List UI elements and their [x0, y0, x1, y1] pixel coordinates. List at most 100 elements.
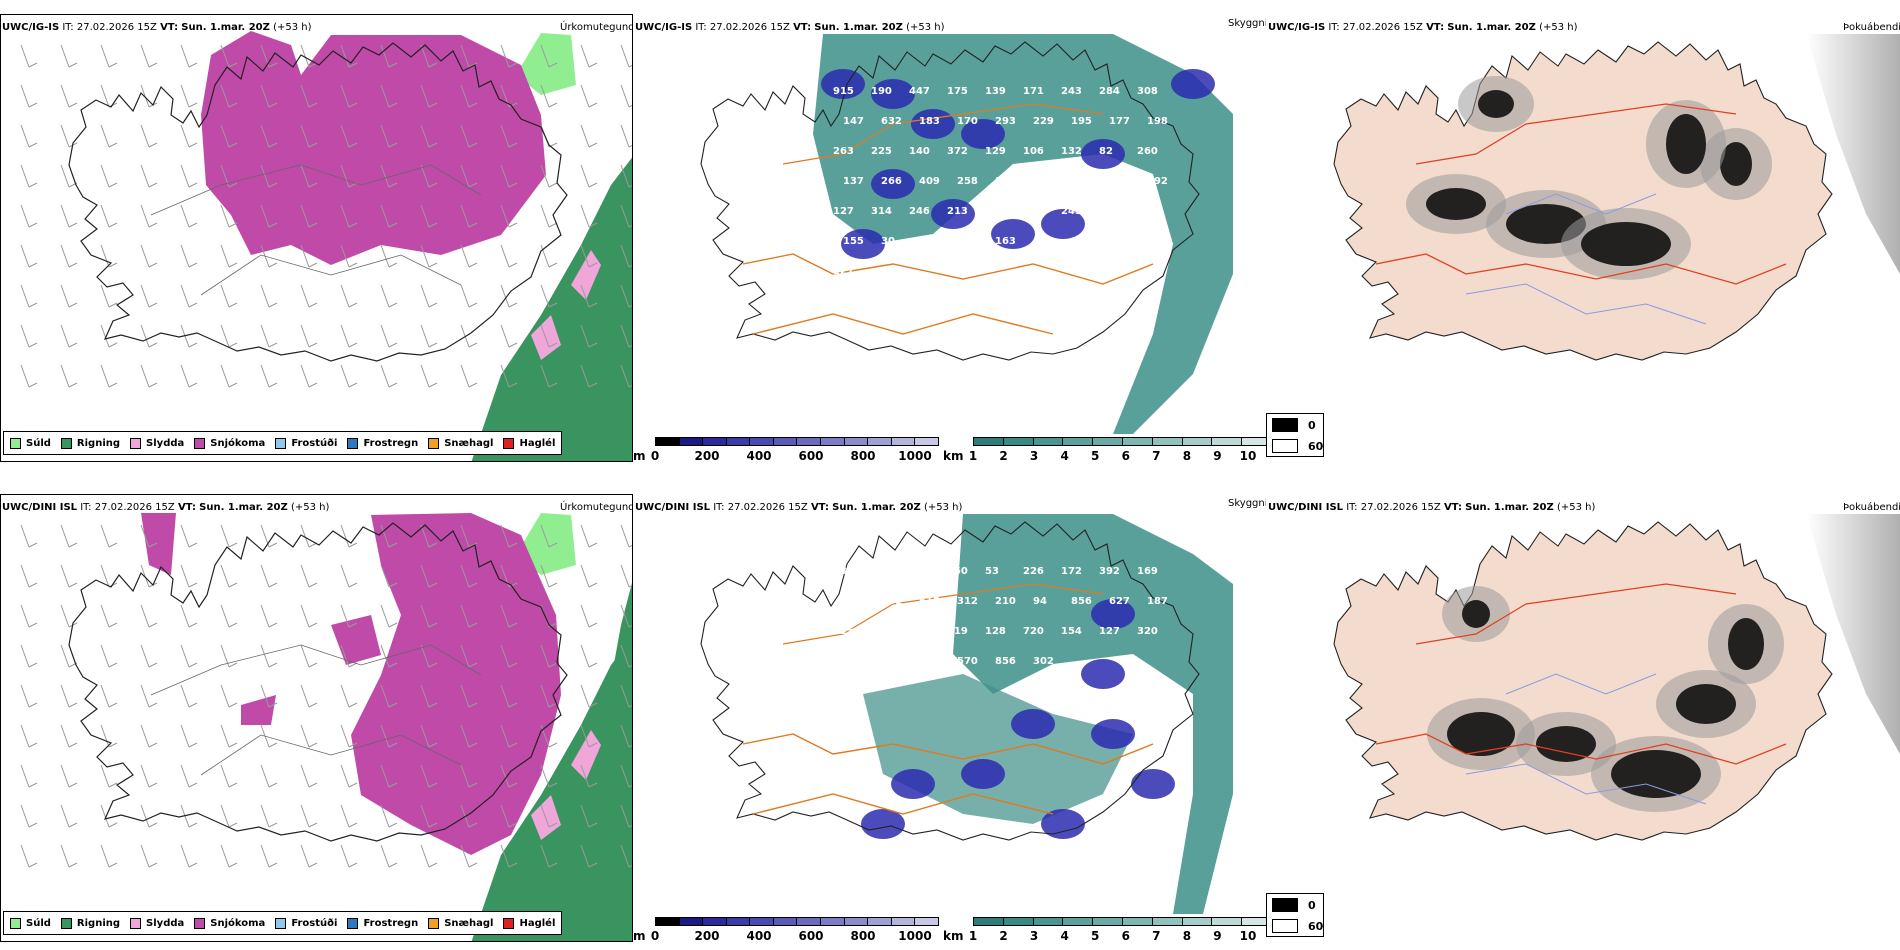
cloud-base-label: 226 — [1023, 566, 1044, 577]
colorbar-tick-label: 800 — [850, 929, 876, 943]
legend-label: Rigning — [76, 917, 121, 929]
cloud-base-label: 632 — [881, 116, 902, 127]
cloud-base-label: 368 — [871, 626, 892, 637]
precip-legend-item: Frostregn — [347, 917, 419, 929]
cloud-base-label: 250 — [947, 566, 968, 577]
cloud-base-label: 174 — [1023, 206, 1044, 217]
cloud-base-label: 320 — [1137, 626, 1158, 637]
colorbar-segments — [655, 437, 939, 446]
cloud-base-label: 137 — [843, 176, 864, 187]
colorbar-swatch — [656, 918, 680, 925]
colorbar-swatch — [656, 438, 680, 445]
legend-label: Frostregn — [363, 917, 419, 929]
cloud-base-label: 181 — [881, 596, 902, 607]
cloud-base-label: 210 — [995, 596, 1016, 607]
legend-label: Frostregn — [363, 437, 419, 449]
cloud-title-row2: Skyggni — [1228, 498, 1268, 509]
cloud-base-label: 101 — [843, 596, 864, 607]
cloud-base-label: 263 — [833, 146, 854, 157]
colorbar-unit: km — [943, 929, 964, 943]
sun-legend-row: 60 — [1272, 439, 1323, 453]
fog-map-row2 — [1266, 494, 1900, 942]
cloud-base-label: 177 — [1109, 116, 1130, 127]
colorbar-segments — [655, 917, 939, 926]
legend-label: Súld — [26, 917, 51, 929]
colorbar-tick-label: 9 — [1213, 449, 1222, 463]
legend-swatch-icon — [60, 437, 72, 449]
precip-legend-item: Snjókoma — [194, 917, 265, 929]
fog-title-row1: Þokuábendi — [1843, 22, 1900, 33]
cloud-base-label: 175 — [947, 86, 968, 97]
precip-legend-item: Snæhagl — [428, 917, 493, 929]
precip-legend-item: Súld — [10, 437, 51, 449]
colorbar-tick-label: 6 — [1121, 449, 1130, 463]
fog-title-row2: Þokuábendi — [1843, 502, 1900, 513]
colorbar-swatch — [726, 918, 751, 925]
colorbar-swatch — [821, 438, 845, 445]
header-row2-fog: UWC/DINI ISL IT: 27.02.2026 15Z VT: Sun.… — [1268, 502, 1596, 513]
sun-legend-swatch-icon — [1272, 418, 1298, 432]
legend-label: Rigning — [76, 437, 121, 449]
colorbar-tick-label: 8 — [1182, 929, 1192, 943]
sun-legend-row: 60 — [1272, 919, 1323, 933]
cloud-base-label: 185 — [1099, 206, 1120, 217]
precip-map-row1 — [1, 15, 632, 461]
colorbar-swatch — [1182, 438, 1213, 445]
colorbar-swatch — [891, 438, 916, 445]
cloud-base-label: 127 — [1099, 626, 1120, 637]
cloud-base-label: 53 — [985, 566, 999, 577]
precip-legend-item: Snæhagl — [428, 437, 493, 449]
cloud-base-label: 127 — [833, 206, 854, 217]
colorbar-swatch — [726, 438, 751, 445]
cloud-base-label: 251 — [1109, 176, 1130, 187]
cloud-base-label: 293 — [995, 116, 1016, 127]
cloud-base-label: 156 — [1033, 236, 1054, 247]
sun-legend-label: 0 — [1308, 418, 1316, 432]
colorbar-tick-label: 2 — [999, 929, 1008, 943]
colorbar-swatch — [1182, 918, 1213, 925]
cloud-base-label: 106 — [1023, 146, 1044, 157]
colorbar-swatch — [844, 918, 869, 925]
cloud-base-label: 447 — [909, 86, 930, 97]
cloud-base-label: 216 — [909, 566, 930, 577]
precip-legend-item: Haglél — [503, 437, 555, 449]
cloud-base-label: 169 — [1137, 566, 1158, 577]
cloud-panel-row1: 915 190 447 175 139 171 243 284 308 147 632 183 170 2… — [633, 14, 1265, 462]
cloud-base-colorbar-row2: m 0 200 400 600 800 1000 — [633, 917, 939, 947]
colorbar-swatch — [915, 438, 938, 445]
cloud-base-label: 171 — [1023, 86, 1044, 97]
colorbar-swatch — [915, 918, 938, 925]
sun-legend-swatch-icon — [1272, 898, 1298, 912]
legend-swatch-icon — [503, 917, 515, 929]
colorbar-swatch — [1242, 438, 1271, 445]
legend-swatch-icon — [428, 917, 440, 929]
legend-swatch-icon — [10, 917, 21, 929]
sun-legend-label: 0 — [1308, 898, 1316, 912]
legend-swatch-icon — [10, 437, 21, 449]
cloud-base-label: 225 — [871, 146, 892, 157]
cloud-base-label: 154 — [1033, 176, 1054, 187]
colorbar-segments — [973, 917, 1272, 926]
cloud-base-label: 30 — [881, 236, 895, 247]
cloud-base-label: 219 — [947, 626, 968, 637]
precip-legend-row1: Súld Rigning Slydda Snjókoma Frostúði Frostre… — [3, 431, 563, 455]
colorbar-tick-label: 2 — [999, 449, 1008, 463]
colorbar-tick-label: 7 — [1152, 929, 1161, 943]
colorbar-tick-label: 5 — [1091, 449, 1100, 463]
cloud-base-label: 163 — [995, 236, 1016, 247]
cloud-base-label: 190 — [871, 86, 892, 97]
colorbar-tick-label: 4 — [1060, 449, 1069, 463]
colorbar-swatch — [1033, 438, 1064, 445]
fog-map-row1 — [1266, 14, 1900, 462]
colorbar-unit: m — [633, 929, 646, 943]
colorbar-swatch — [1033, 918, 1064, 925]
precip-legend-item: Rigning — [60, 917, 121, 929]
colorbar-tick-label: 6 — [1121, 929, 1130, 943]
cloud-base-label: 245 — [1061, 206, 1082, 217]
cloud-base-label: 346 — [871, 566, 892, 577]
colorbar-swatch — [1003, 918, 1034, 925]
cloud-base-label: 131 — [985, 206, 1006, 217]
cloud-base-label: 343 — [843, 656, 864, 667]
